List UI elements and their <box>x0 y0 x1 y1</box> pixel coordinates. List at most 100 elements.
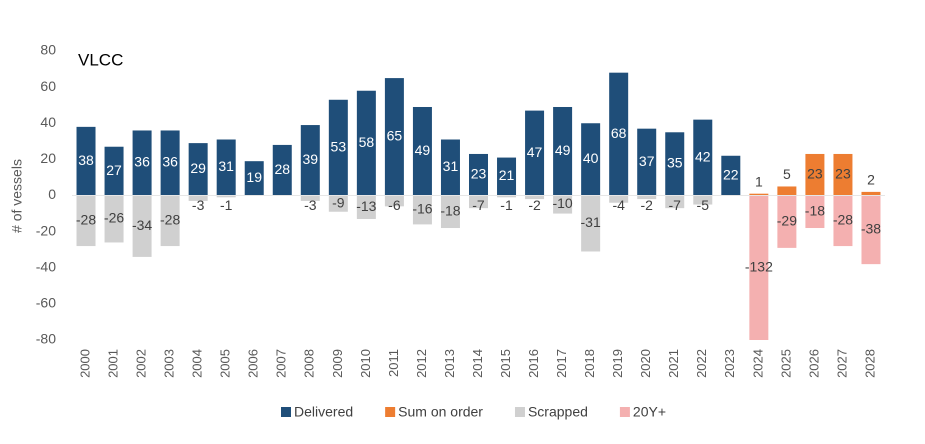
y-tick-label: -80 <box>36 331 56 347</box>
y-tick-label: 60 <box>40 78 56 94</box>
data-label: -6 <box>388 197 401 213</box>
bar <box>76 195 96 247</box>
bar <box>833 153 853 196</box>
data-label: 49 <box>415 142 431 158</box>
data-label: 38 <box>78 152 94 168</box>
data-label: 1 <box>755 173 763 189</box>
bar <box>525 195 545 200</box>
data-label: 37 <box>639 153 655 169</box>
data-label: 29 <box>190 160 206 176</box>
x-tick-label: 2001 <box>105 349 120 378</box>
data-label: -132 <box>745 258 773 274</box>
bar <box>104 146 124 196</box>
bar <box>749 195 769 340</box>
data-label: 68 <box>611 125 627 141</box>
x-tick-label: 2003 <box>162 349 177 378</box>
bar <box>216 195 236 198</box>
bar <box>637 195 657 200</box>
data-label: 21 <box>499 167 515 183</box>
legend-label: Sum on order <box>398 404 483 420</box>
y-axis-label: # of vessels <box>9 159 25 233</box>
bar <box>609 72 629 196</box>
y-tick-label: -20 <box>36 222 56 238</box>
bar <box>384 195 404 207</box>
data-label: 36 <box>162 154 178 170</box>
legend-swatch <box>619 407 630 417</box>
bar <box>76 126 96 196</box>
bar <box>384 78 404 196</box>
bar <box>272 144 292 196</box>
bar <box>328 195 348 212</box>
bar <box>216 139 236 196</box>
bar <box>693 119 713 196</box>
data-label: -28 <box>76 211 96 227</box>
bar <box>497 195 517 198</box>
x-tick-label: 2009 <box>330 349 345 378</box>
legend-label: Scrapped <box>528 404 588 420</box>
data-label: -1 <box>220 197 233 213</box>
data-label: -29 <box>777 212 797 228</box>
bar <box>300 195 320 201</box>
x-tick-label: 2002 <box>134 349 149 378</box>
y-tick-label: -40 <box>36 258 56 274</box>
data-label: -3 <box>304 197 317 213</box>
bar <box>469 153 488 196</box>
data-label: 58 <box>359 134 375 150</box>
data-label: 28 <box>274 161 290 177</box>
data-label: 23 <box>835 165 851 181</box>
bar <box>188 195 208 201</box>
x-tick-label: 2005 <box>218 349 233 378</box>
bar <box>469 195 488 209</box>
data-label: -4 <box>612 197 625 213</box>
legend-label: Delivered <box>294 404 353 420</box>
data-label: -18 <box>805 202 825 218</box>
bar <box>497 157 517 196</box>
bar <box>581 123 601 196</box>
bar <box>581 195 601 252</box>
data-label: 22 <box>723 166 739 182</box>
bar <box>637 128 657 196</box>
data-label: 53 <box>331 138 347 154</box>
data-label: 31 <box>218 158 234 174</box>
bar <box>693 195 713 205</box>
x-tick-label: 2025 <box>778 349 793 378</box>
legend-swatch <box>385 407 396 417</box>
y-tick-label: 80 <box>40 42 56 58</box>
x-tick-label: 2007 <box>274 349 289 378</box>
bar <box>553 106 573 196</box>
bar <box>132 195 152 257</box>
bar <box>665 195 685 209</box>
x-tick-label: 2022 <box>694 349 709 378</box>
bar <box>440 195 460 229</box>
data-label: -2 <box>640 197 653 213</box>
data-label: -28 <box>160 211 180 227</box>
data-label: -5 <box>697 197 710 213</box>
bar <box>412 195 432 225</box>
y-tick-label: 0 <box>48 186 56 202</box>
x-tick-label: 2013 <box>442 349 457 378</box>
y-tick-label: 20 <box>40 150 56 166</box>
bar <box>412 106 432 196</box>
x-tick-label: 2015 <box>498 349 513 378</box>
bar <box>356 90 376 196</box>
x-tick-label: 2006 <box>246 349 261 378</box>
x-tick-label: 2000 <box>77 349 92 378</box>
bar <box>440 139 460 196</box>
data-label: 40 <box>583 150 599 166</box>
y-tick-label: 40 <box>40 114 56 130</box>
bar <box>160 130 180 196</box>
data-label: -7 <box>472 197 485 213</box>
x-tick-label: 2011 <box>386 349 401 377</box>
data-label: 31 <box>443 158 459 174</box>
data-label: 23 <box>471 165 487 181</box>
bar <box>160 195 180 247</box>
x-tick-label: 2010 <box>358 349 373 378</box>
x-tick-label: 2019 <box>610 349 625 378</box>
data-label: -7 <box>669 197 682 213</box>
data-label: -2 <box>528 197 541 213</box>
bar <box>721 155 741 196</box>
bar <box>188 143 208 196</box>
data-label: -10 <box>552 195 572 211</box>
x-tick-label: 2026 <box>806 349 821 378</box>
data-label: -28 <box>833 211 853 227</box>
